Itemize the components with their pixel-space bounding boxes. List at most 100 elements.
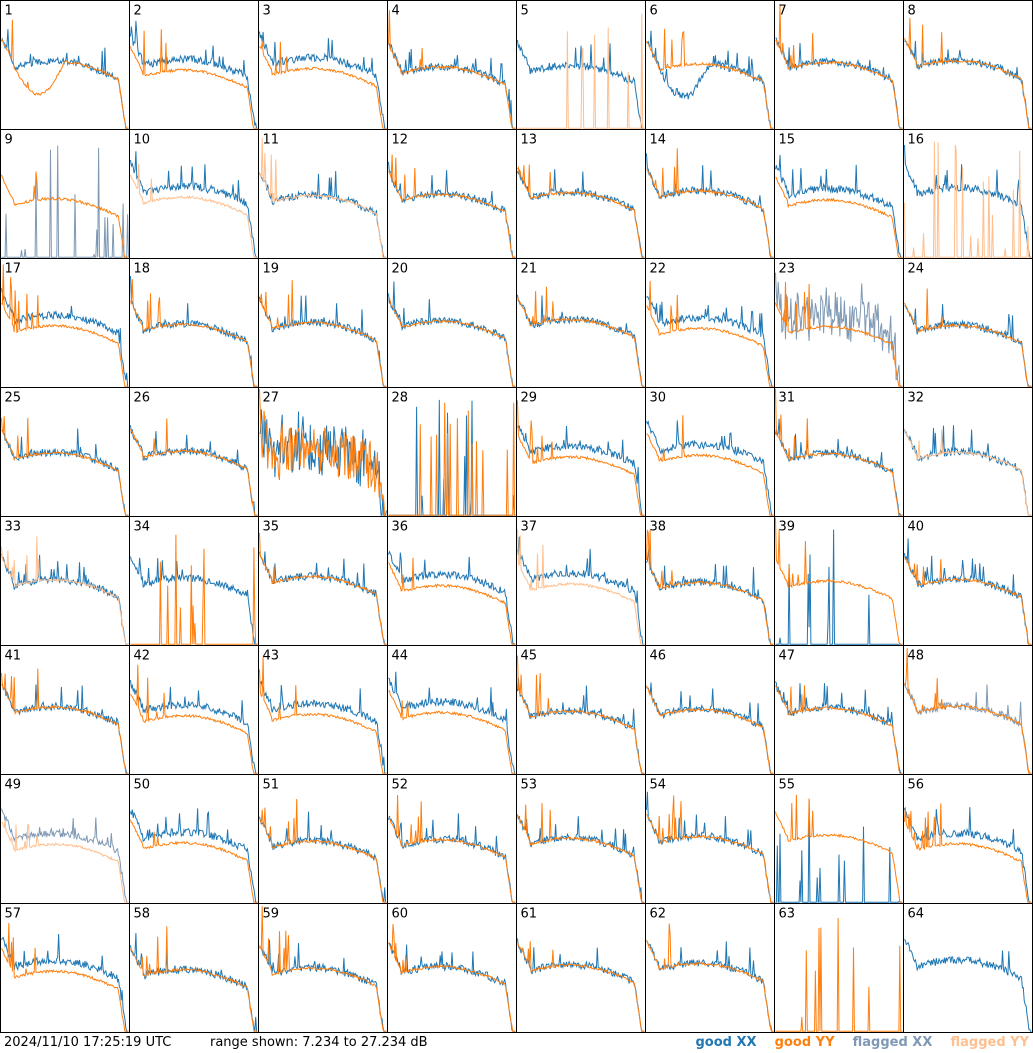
panel-58[interactable]: 58 <box>129 903 259 1033</box>
panel-63[interactable]: 63 <box>774 903 904 1033</box>
panel-17[interactable]: 17 <box>0 258 130 388</box>
panel-25[interactable]: 25 <box>0 387 130 517</box>
panel-7-yy-line <box>775 4 903 129</box>
panel-2[interactable]: 2 <box>129 0 259 130</box>
panel-50[interactable]: 50 <box>129 774 259 904</box>
panel-56[interactable]: 56 <box>903 774 1033 904</box>
panel-5[interactable]: 5 <box>516 0 646 130</box>
panel-61[interactable]: 61 <box>516 903 646 1033</box>
panel-31[interactable]: 31 <box>774 387 904 517</box>
panel-29[interactable]: 29 <box>516 387 646 517</box>
panel-48[interactable]: 48 <box>903 645 1033 775</box>
panel-15[interactable]: 15 <box>774 129 904 259</box>
panel-19[interactable]: 19 <box>258 258 388 388</box>
panel-51-yy-line <box>259 798 387 903</box>
panel-46-yy-line <box>646 685 774 774</box>
panel-21[interactable]: 21 <box>516 258 646 388</box>
panel-4[interactable]: 4 <box>387 0 517 130</box>
panel-33[interactable]: 33 <box>0 516 130 646</box>
panel-53-xx-line <box>517 814 645 903</box>
panel-50-label: 50 <box>134 778 151 793</box>
panel-44-label: 44 <box>392 649 409 664</box>
panel-43[interactable]: 43 <box>258 645 388 775</box>
panel-45-frame <box>516 645 646 775</box>
legend-flagged-xx: flagged XX <box>852 1035 933 1050</box>
panel-57-xx-line <box>1 933 129 1032</box>
panel-46[interactable]: 46 <box>645 645 775 775</box>
panel-1-yy-line <box>1 19 129 129</box>
panel-22[interactable]: 22 <box>645 258 775 388</box>
panel-8-xx-line <box>904 40 1032 129</box>
panel-43-yy-line <box>259 656 387 774</box>
panel-38[interactable]: 38 <box>645 516 775 646</box>
panel-20[interactable]: 20 <box>387 258 517 388</box>
panel-35[interactable]: 35 <box>258 516 388 646</box>
panel-3-frame <box>258 0 388 130</box>
panel-36[interactable]: 36 <box>387 516 517 646</box>
panel-51[interactable]: 51 <box>258 774 388 904</box>
panel-55[interactable]: 55 <box>774 774 904 904</box>
panel-7[interactable]: 7 <box>774 0 904 130</box>
panel-40[interactable]: 40 <box>903 516 1033 646</box>
panel-41[interactable]: 41 <box>0 645 130 775</box>
panel-15-frame <box>774 129 904 259</box>
panel-26[interactable]: 26 <box>129 387 259 517</box>
panel-49[interactable]: 49 <box>0 774 130 904</box>
panel-60[interactable]: 60 <box>387 903 517 1033</box>
panel-57[interactable]: 57 <box>0 903 130 1033</box>
panel-36-frame <box>387 516 517 646</box>
panel-34[interactable]: 34 <box>129 516 259 646</box>
panel-14[interactable]: 14 <box>645 129 775 259</box>
panel-23-label: 23 <box>779 262 796 277</box>
panel-28[interactable]: 28 <box>387 387 517 517</box>
panel-11[interactable]: 11 <box>258 129 388 259</box>
panel-42[interactable]: 42 <box>129 645 259 775</box>
panel-39[interactable]: 39 <box>774 516 904 646</box>
panel-1[interactable]: 1 <box>0 0 130 130</box>
panel-34-xx-line <box>130 556 258 645</box>
panel-48-yy-line <box>904 648 1032 774</box>
panel-53[interactable]: 53 <box>516 774 646 904</box>
panel-52[interactable]: 52 <box>387 774 517 904</box>
panel-59[interactable]: 59 <box>258 903 388 1033</box>
panel-32[interactable]: 32 <box>903 387 1033 517</box>
panel-5-label: 5 <box>521 4 529 19</box>
panel-12[interactable]: 12 <box>387 129 517 259</box>
panel-47-label: 47 <box>779 649 796 664</box>
panel-13[interactable]: 13 <box>516 129 646 259</box>
panel-9[interactable]: 9 <box>0 129 130 259</box>
panel-6[interactable]: 6 <box>645 0 775 130</box>
panel-4-label: 4 <box>392 4 400 19</box>
panel-37[interactable]: 37 <box>516 516 646 646</box>
panel-25-yy-line <box>1 416 129 516</box>
panel-45[interactable]: 45 <box>516 645 646 775</box>
panel-40-yy-line <box>904 556 1032 645</box>
panel-17-xx-line <box>1 288 129 387</box>
panel-16[interactable]: 16 <box>903 129 1033 259</box>
panel-63-label: 63 <box>779 907 796 922</box>
panel-44[interactable]: 44 <box>387 645 517 775</box>
panel-10-label: 10 <box>134 133 151 148</box>
panel-47[interactable]: 47 <box>774 645 904 775</box>
panel-8[interactable]: 8 <box>903 0 1033 130</box>
panel-55-xx-line <box>775 799 903 903</box>
panel-62-frame <box>645 903 775 1033</box>
panel-58-frame <box>129 903 259 1033</box>
panel-27[interactable]: 27 <box>258 387 388 517</box>
panel-49-yy-line <box>1 819 129 903</box>
panel-52-xx-line <box>388 813 516 903</box>
panel-59-yy-line <box>259 906 387 1032</box>
panel-24[interactable]: 24 <box>903 258 1033 388</box>
panel-10[interactable]: 10 <box>129 129 259 259</box>
panel-60-label: 60 <box>392 907 409 922</box>
panel-54[interactable]: 54 <box>645 774 775 904</box>
panel-62[interactable]: 62 <box>645 903 775 1033</box>
panel-23[interactable]: 23 <box>774 258 904 388</box>
panel-28-yy-line <box>388 402 516 516</box>
panel-18[interactable]: 18 <box>129 258 259 388</box>
panel-30[interactable]: 30 <box>645 387 775 517</box>
panel-16-label: 16 <box>908 133 925 148</box>
panel-3[interactable]: 3 <box>258 0 388 130</box>
panel-64[interactable]: 64 <box>903 903 1033 1033</box>
panel-24-yy-line <box>904 288 1032 387</box>
